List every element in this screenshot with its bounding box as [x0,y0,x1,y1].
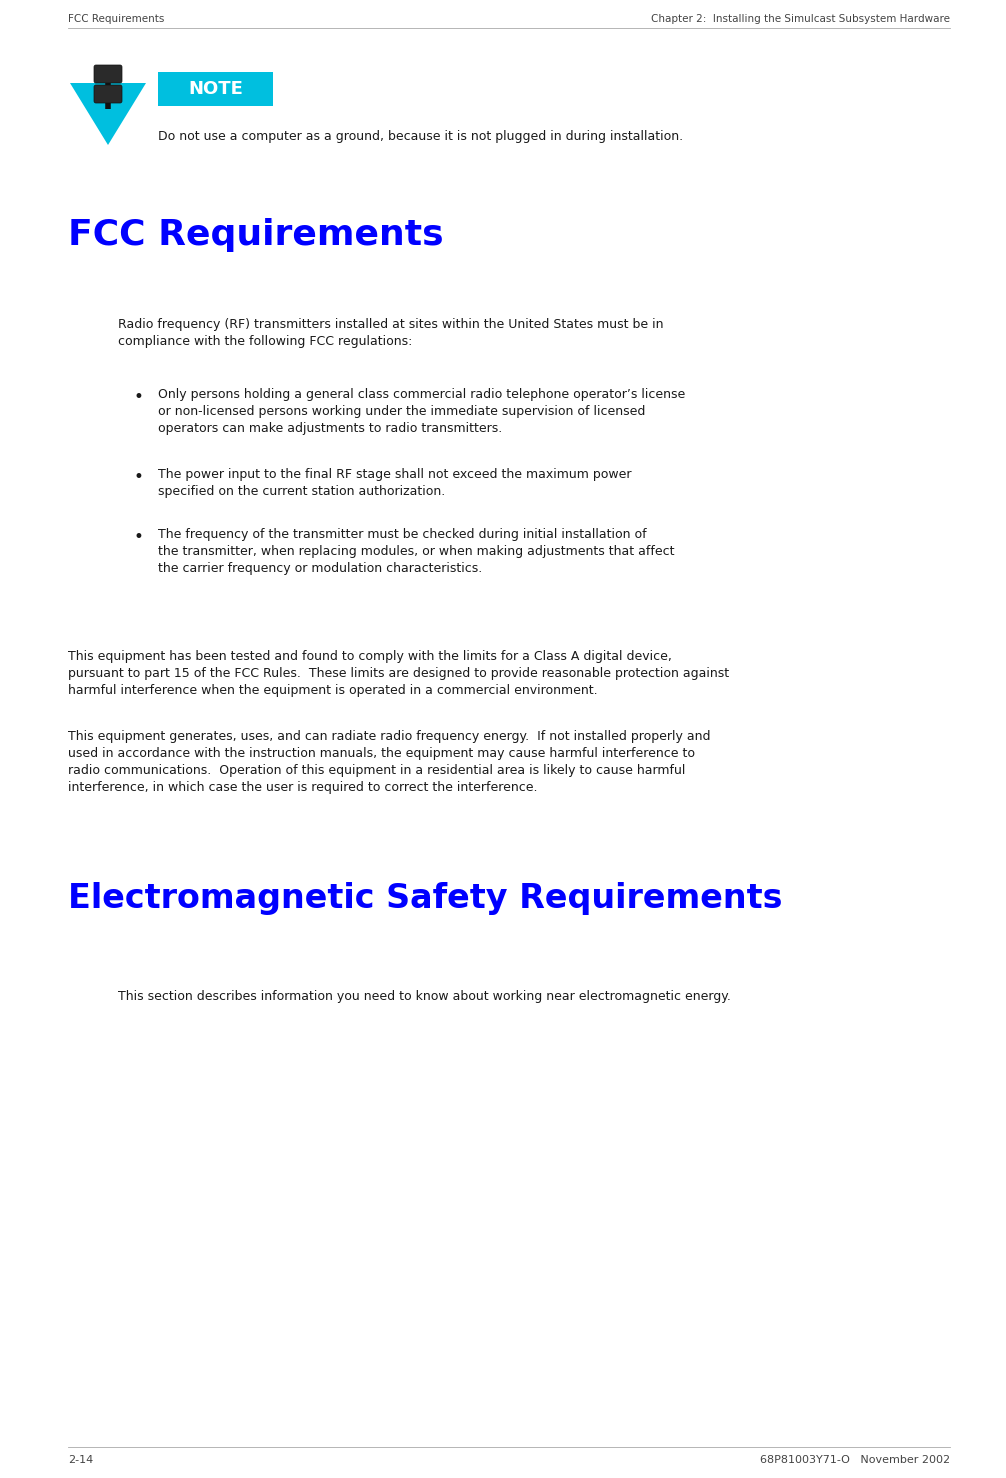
Text: 2-14: 2-14 [68,1454,94,1465]
Text: •: • [133,528,143,545]
Text: This section describes information you need to know about working near electroma: This section describes information you n… [118,990,731,1004]
Text: Only persons holding a general class commercial radio telephone operator’s licen: Only persons holding a general class com… [158,389,685,435]
Text: FCC Requirements: FCC Requirements [68,13,164,24]
Text: •: • [133,389,143,406]
FancyBboxPatch shape [94,86,122,103]
Text: This equipment generates, uses, and can radiate radio frequency energy.  If not : This equipment generates, uses, and can … [68,730,710,794]
FancyBboxPatch shape [94,65,122,83]
Text: Electromagnetic Safety Requirements: Electromagnetic Safety Requirements [68,882,783,915]
Text: NOTE: NOTE [188,80,242,98]
Text: •: • [133,469,143,486]
Bar [158,72,273,106]
Text: 68P81003Y71-O   November 2002: 68P81003Y71-O November 2002 [760,1454,950,1465]
Text: Chapter 2:  Installing the Simulcast Subsystem Hardware: Chapter 2: Installing the Simulcast Subs… [651,13,950,24]
Text: The power input to the final RF stage shall not exceed the maximum power
specifi: The power input to the final RF stage sh… [158,469,632,498]
Text: Radio frequency (RF) transmitters installed at sites within the United States mu: Radio frequency (RF) transmitters instal… [118,318,664,347]
Text: This equipment has been tested and found to comply with the limits for a Class A: This equipment has been tested and found… [68,650,729,698]
Polygon shape [70,83,146,145]
Text: Do not use a computer as a ground, because it is not plugged in during installat: Do not use a computer as a ground, becau… [158,130,683,143]
Text: FCC Requirements: FCC Requirements [68,217,444,253]
Text: The frequency of the transmitter must be checked during initial installation of
: The frequency of the transmitter must be… [158,528,674,575]
